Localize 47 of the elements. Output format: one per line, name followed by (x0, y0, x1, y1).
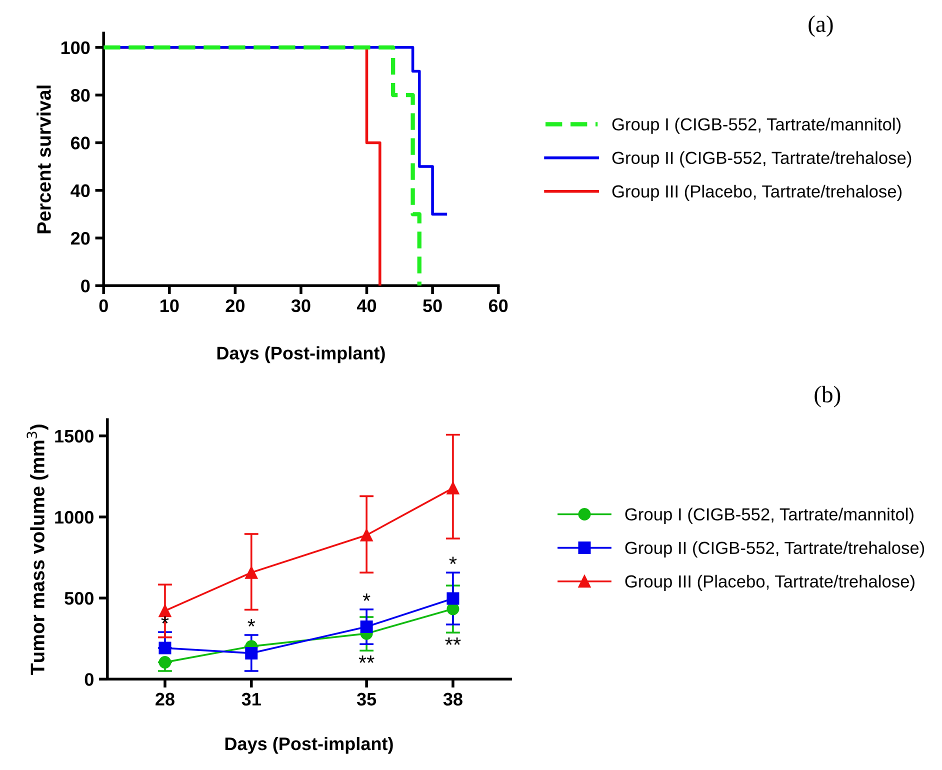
y-tick-label: 20 (70, 232, 90, 245)
point (446, 592, 460, 605)
annotation: * (449, 556, 457, 564)
legend-label: Group I (CIGB-552, Tartrate/mannitol) (612, 118, 901, 134)
point (245, 566, 258, 579)
legend-label: Group II (CIGB-552, Tartrate/trehalose) (612, 151, 912, 168)
point (158, 642, 172, 654)
x-tick-label: 0 (99, 299, 108, 312)
x-tick-label: 31 (242, 692, 261, 706)
point (158, 604, 172, 618)
y-tick-label: 100 (61, 41, 90, 54)
y-tick-label: 60 (71, 136, 90, 150)
text: (a) (808, 15, 833, 37)
text: (b) (814, 386, 840, 408)
y-tick-label: 0 (81, 280, 90, 292)
x-tick-label: 60 (488, 299, 508, 312)
y-tick-label: 40 (70, 184, 90, 198)
x-tick-label: 28 (156, 692, 174, 706)
legend-label: Group III (Placebo, Tartrate/trehalose) (625, 574, 914, 592)
y-tick-label: 1000 (55, 510, 94, 524)
legend-label: Group III (Placebo, Tartrate/trehalose) (612, 184, 902, 202)
x-tick-label: 38 (443, 692, 462, 706)
point (360, 528, 373, 542)
y-tick-label: 1500 (55, 430, 94, 443)
x-tick-label: 30 (291, 299, 310, 312)
annotation: * (362, 594, 370, 601)
point (158, 656, 172, 669)
x-tick-label: 35 (356, 692, 376, 706)
y-tick-label: 500 (64, 592, 94, 605)
y-tick-label: 80 (70, 88, 90, 102)
legend-label: Group II (CIGB-552, Tartrate/trehalose) (625, 541, 924, 558)
annotation: * (248, 619, 256, 626)
x-tick-label: 40 (356, 299, 376, 312)
x-tick-label: 20 (226, 299, 244, 312)
x-axis-title: Days (Post-implant) (225, 736, 393, 754)
x-axis-title: Days (Post-implant) (217, 346, 385, 364)
y-axis-title: Percent survival (36, 86, 51, 234)
x-tick-label: 50 (423, 299, 442, 312)
annotation: ** (445, 638, 461, 645)
point (446, 482, 460, 494)
annotation: ** (358, 656, 374, 663)
y-axis-title: Tumor mass volume (mm$^{3}$) (26, 424, 48, 675)
point (245, 646, 258, 660)
x-tick-label: 10 (160, 299, 179, 312)
legend-label: Group I (CIGB-552, Tartrate/mannitol) (625, 508, 914, 524)
y-tick-label: 0 (84, 673, 94, 686)
point (360, 620, 373, 634)
